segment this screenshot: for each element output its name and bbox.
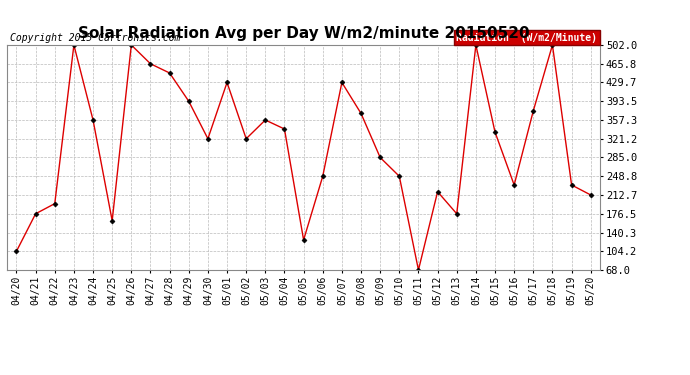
Text: Copyright 2015 Cartronics.com: Copyright 2015 Cartronics.com bbox=[10, 33, 180, 43]
Text: Radiation  (W/m2/Minute): Radiation (W/m2/Minute) bbox=[456, 33, 598, 43]
Title: Solar Radiation Avg per Day W/m2/minute 20150520: Solar Radiation Avg per Day W/m2/minute … bbox=[78, 26, 529, 41]
